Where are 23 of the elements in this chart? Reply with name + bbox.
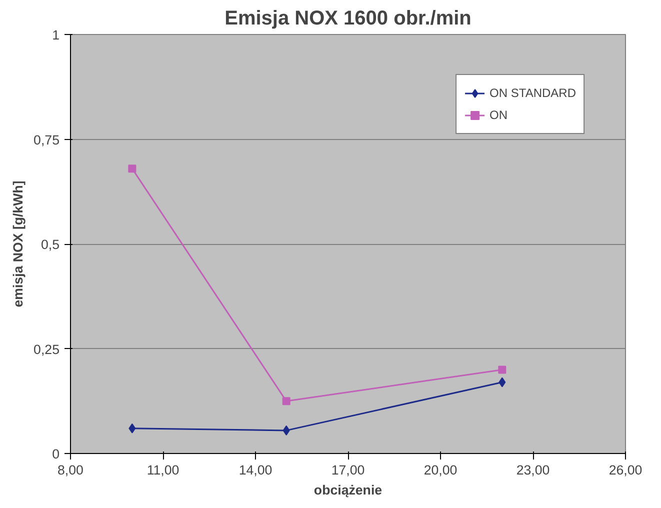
- point: [282, 425, 290, 436]
- legend-label: ON STANDARD: [490, 86, 576, 100]
- x-tick-label: 11,00: [146, 462, 180, 478]
- legend-label: ON: [490, 108, 509, 122]
- point: [282, 397, 290, 406]
- y-tick-label: 0,5: [40, 237, 60, 252]
- x-axis-title: obciążenie: [314, 482, 382, 498]
- x-tick-label: 23,00: [516, 462, 550, 478]
- x-tick-label: 26,00: [608, 462, 642, 478]
- x-tick-label: 17,00: [331, 462, 365, 478]
- point: [498, 366, 506, 374]
- y-tick-label: 0: [52, 446, 60, 462]
- x-tick-label: 20,00: [424, 462, 458, 478]
- point: [128, 423, 136, 434]
- x-tick-label: 14,00: [238, 462, 272, 478]
- chart-title: Emisja NOX 1600 obr./min: [224, 8, 472, 30]
- y-tick-label: 0,75: [34, 132, 60, 148]
- y-axis-title: emisja NOX [g/kWh]: [10, 180, 26, 308]
- y-tick-label: 1: [52, 28, 60, 42]
- point: [498, 377, 506, 388]
- x-tick-label: 8,00: [58, 462, 84, 478]
- point: [128, 164, 136, 173]
- y-tick-label: 0,25: [34, 342, 60, 357]
